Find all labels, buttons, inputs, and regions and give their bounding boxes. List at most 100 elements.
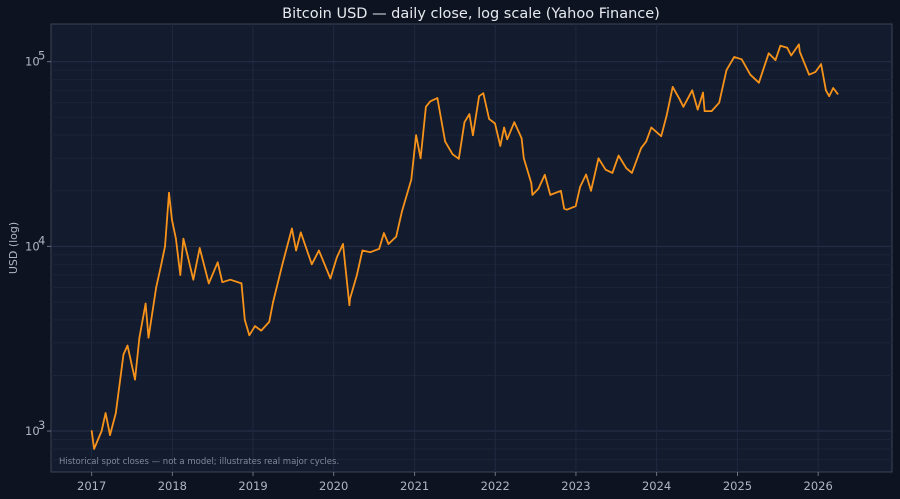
data-point	[415, 134, 417, 136]
x-tick-label: 2019	[238, 479, 267, 493]
data-point	[740, 58, 743, 61]
data-point	[115, 412, 117, 414]
data-point	[530, 182, 533, 184]
data-point	[134, 378, 136, 381]
data-point	[291, 227, 293, 230]
data-point	[318, 249, 320, 252]
data-point	[463, 121, 466, 123]
data-point	[229, 278, 232, 281]
data-point	[100, 430, 103, 432]
data-point	[611, 172, 614, 174]
data-point	[281, 263, 284, 266]
data-point	[451, 153, 454, 156]
y-tick-exponent: 3	[38, 418, 45, 432]
x-tick-label: 2022	[481, 479, 510, 493]
data-point	[192, 278, 195, 281]
x-tick-label: 2018	[158, 479, 187, 493]
data-point	[272, 301, 274, 303]
data-point	[710, 110, 713, 112]
data-point	[383, 232, 385, 234]
data-point	[342, 243, 344, 245]
data-point	[703, 110, 706, 112]
data-point	[825, 89, 827, 92]
data-point	[311, 263, 313, 266]
data-point	[198, 247, 201, 249]
data-point	[640, 147, 642, 149]
data-point	[147, 336, 150, 339]
data-point	[828, 95, 830, 97]
data-point	[790, 54, 792, 57]
y-tick-exponent: 4	[38, 233, 45, 247]
data-point	[472, 134, 474, 136]
data-point	[378, 248, 381, 250]
data-point	[691, 89, 693, 92]
data-point	[767, 52, 770, 55]
data-point	[574, 205, 577, 207]
data-point	[499, 145, 502, 147]
data-point	[429, 100, 432, 103]
data-point	[244, 319, 246, 321]
data-point	[295, 249, 297, 252]
data-point	[563, 207, 565, 210]
data-point	[520, 137, 523, 139]
data-point	[645, 140, 647, 143]
data-point	[696, 108, 699, 111]
data-point	[179, 274, 182, 276]
chart-annotation: Historical spot closes — not a model; il…	[59, 457, 339, 467]
data-point	[356, 274, 358, 276]
plot-area	[50, 23, 893, 473]
data-point	[585, 173, 587, 176]
data-point	[329, 277, 332, 280]
data-point	[678, 98, 681, 100]
data-point	[387, 243, 390, 245]
data-point	[718, 101, 720, 104]
data-point	[240, 282, 243, 285]
data-point	[444, 140, 446, 143]
data-point	[597, 157, 600, 160]
chart-title: Bitcoin USD — daily close, log scale (Ya…	[282, 6, 660, 22]
data-point	[248, 334, 251, 337]
price-line	[90, 43, 839, 450]
data-point	[798, 43, 800, 46]
data-point	[494, 122, 496, 125]
data-point	[650, 126, 653, 129]
grid-lines	[51, 24, 892, 472]
data-point	[268, 321, 271, 323]
x-tick-label: 2026	[804, 479, 833, 493]
data-point	[531, 194, 534, 196]
data-point	[155, 286, 157, 289]
data-point	[138, 336, 141, 339]
data-point	[104, 412, 107, 414]
y-tick-label: 10	[25, 424, 40, 438]
data-point	[725, 69, 728, 71]
data-point	[122, 353, 125, 356]
axis-ticks: 2017 2018 2019 2020 2021 2022 2023 2024 2025 2026…	[25, 49, 833, 493]
data-point	[336, 256, 338, 259]
data-point	[221, 281, 224, 284]
data-point	[503, 126, 505, 129]
data-point	[799, 51, 801, 53]
x-tick-label: 2020	[319, 479, 348, 493]
data-point	[164, 245, 166, 248]
data-point	[774, 59, 777, 61]
data-point	[90, 430, 93, 432]
x-tick-label: 2024	[642, 479, 671, 493]
data-point	[808, 73, 810, 76]
y-tick-label: 10	[25, 55, 40, 69]
data-point	[254, 325, 256, 327]
data-point	[820, 63, 822, 65]
data-point	[702, 91, 704, 94]
data-point	[109, 434, 111, 436]
data-point	[182, 237, 185, 240]
data-point	[549, 194, 552, 196]
data-point	[436, 97, 439, 99]
data-point	[660, 135, 662, 137]
y-tick-exponent: 5	[38, 49, 45, 63]
data-point	[836, 93, 839, 95]
data-point	[631, 172, 633, 174]
data-point	[814, 71, 817, 73]
data-point	[665, 114, 668, 117]
data-point	[523, 157, 525, 160]
x-tick-label: 2017	[77, 479, 106, 493]
